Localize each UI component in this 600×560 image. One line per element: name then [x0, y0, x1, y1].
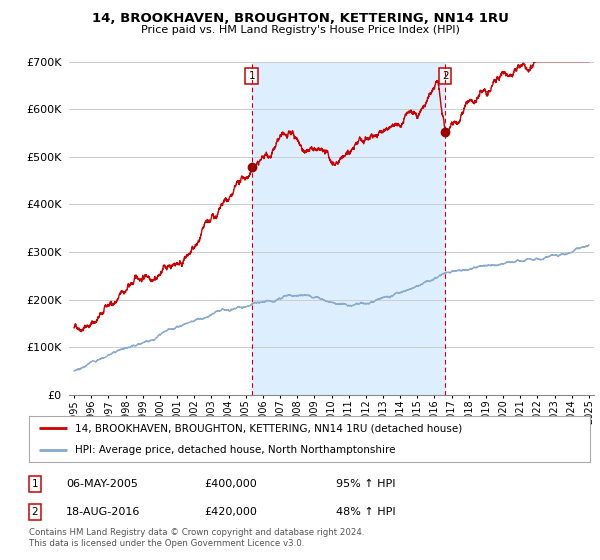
Text: 18-AUG-2016: 18-AUG-2016: [66, 507, 140, 517]
Bar: [252, 62, 445, 395]
Text: 95% ↑ HPI: 95% ↑ HPI: [336, 479, 395, 489]
Text: 06-MAY-2005: 06-MAY-2005: [66, 479, 138, 489]
Text: Price paid vs. HM Land Registry's House Price Index (HPI): Price paid vs. HM Land Registry's House …: [140, 25, 460, 35]
Text: 1: 1: [248, 71, 255, 81]
Text: 2: 2: [442, 71, 449, 81]
Text: 1: 1: [31, 479, 38, 489]
Text: 14, BROOKHAVEN, BROUGHTON, KETTERING, NN14 1RU: 14, BROOKHAVEN, BROUGHTON, KETTERING, NN…: [92, 12, 508, 25]
Text: £400,000: £400,000: [204, 479, 257, 489]
Text: 14, BROOKHAVEN, BROUGHTON, KETTERING, NN14 1RU (detached house): 14, BROOKHAVEN, BROUGHTON, KETTERING, NN…: [75, 423, 462, 433]
Text: 48% ↑ HPI: 48% ↑ HPI: [336, 507, 395, 517]
Text: Contains HM Land Registry data © Crown copyright and database right 2024.
This d: Contains HM Land Registry data © Crown c…: [29, 528, 364, 548]
Text: HPI: Average price, detached house, North Northamptonshire: HPI: Average price, detached house, Nort…: [75, 445, 395, 455]
Text: £420,000: £420,000: [204, 507, 257, 517]
Text: 2: 2: [31, 507, 38, 517]
